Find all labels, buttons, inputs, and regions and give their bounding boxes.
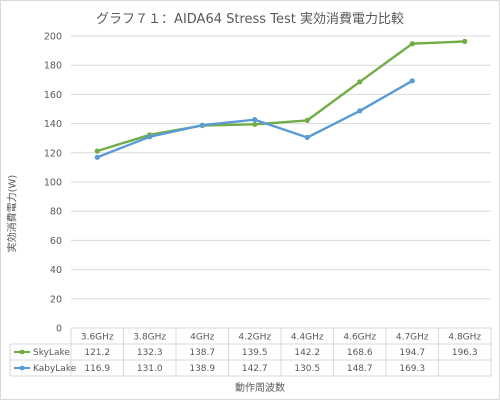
point-kabylake-1 — [147, 134, 153, 140]
point-skylake-0 — [94, 148, 100, 154]
y-tick-label-200: 200 — [44, 32, 62, 43]
legend-key-marker-kabylake — [19, 365, 25, 371]
table-cell-skylake-7: 196.3 — [452, 348, 478, 358]
x-tick-label-2: 4GHz — [190, 333, 214, 343]
point-skylake-4 — [304, 117, 310, 123]
table-cell-skylake-5: 168.6 — [347, 348, 373, 358]
x-tick-label-1: 3.8GHz — [133, 333, 166, 343]
table-cell-kabylake-0: 116.9 — [84, 364, 110, 374]
x-tick-label-5: 4.6GHz — [343, 333, 376, 343]
table-cell-kabylake-5: 148.7 — [347, 364, 373, 374]
table-cell-skylake-0: 121.2 — [84, 348, 110, 358]
series-line-skylake — [96, 40, 466, 153]
legend-key-marker-skylake — [19, 349, 25, 355]
legend-label-skylake: SkyLake — [33, 348, 70, 358]
point-skylake-5 — [357, 79, 363, 85]
legend-label-kabylake: KabyLake — [33, 364, 77, 374]
x-tick-label-3: 4.2GHz — [238, 333, 271, 343]
point-skylake-3 — [252, 121, 258, 127]
y-tick-label-140: 140 — [44, 119, 62, 130]
y-tick-label-60: 60 — [50, 236, 62, 247]
y-tick-label-160: 160 — [44, 90, 62, 101]
y-tick-label-20: 20 — [50, 294, 62, 305]
table-cell-skylake-1: 132.3 — [137, 348, 163, 358]
y-tick-label-180: 180 — [44, 61, 62, 72]
point-skylake-7 — [462, 38, 468, 45]
x-tick-label-4: 4.4GHz — [291, 333, 324, 343]
table-cell-kabylake-2: 138.9 — [189, 364, 215, 374]
table-cell-skylake-3: 139.5 — [242, 348, 268, 358]
table-cell-skylake-4: 142.2 — [294, 348, 320, 358]
x-tick-label-6: 4.7GHz — [396, 333, 429, 343]
point-skylake-6 — [409, 41, 415, 47]
point-kabylake-4 — [304, 134, 310, 141]
y-tick-label-40: 40 — [50, 265, 62, 276]
table-cell-kabylake-3: 142.7 — [242, 364, 268, 374]
point-kabylake-5 — [357, 108, 363, 114]
point-kabylake-2 — [199, 122, 205, 128]
table-cell-kabylake-6: 169.3 — [399, 364, 425, 374]
table-cell-skylake-6: 194.7 — [399, 348, 425, 358]
point-kabylake-3 — [252, 117, 258, 123]
table-cell-kabylake-4: 130.5 — [294, 364, 320, 374]
chart-title: グラフ７１：AIDA64 Stress Test 実効消費電力比較 — [96, 12, 404, 27]
x-axis-label: 動作周波数 — [235, 383, 285, 394]
y-tick-label-80: 80 — [50, 207, 62, 218]
point-kabylake-0 — [94, 154, 100, 160]
y-tick-label-120: 120 — [44, 148, 62, 159]
x-tick-label-0: 3.6GHz — [81, 333, 114, 343]
point-kabylake-6 — [409, 78, 415, 84]
table-cell-skylake-2: 138.7 — [189, 348, 215, 358]
y-tick-label-100: 100 — [44, 178, 62, 189]
x-tick-label-7: 4.8GHz — [448, 333, 481, 343]
table-cell-kabylake-1: 131.0 — [137, 364, 163, 374]
y-tick-label-0: 0 — [56, 324, 62, 335]
